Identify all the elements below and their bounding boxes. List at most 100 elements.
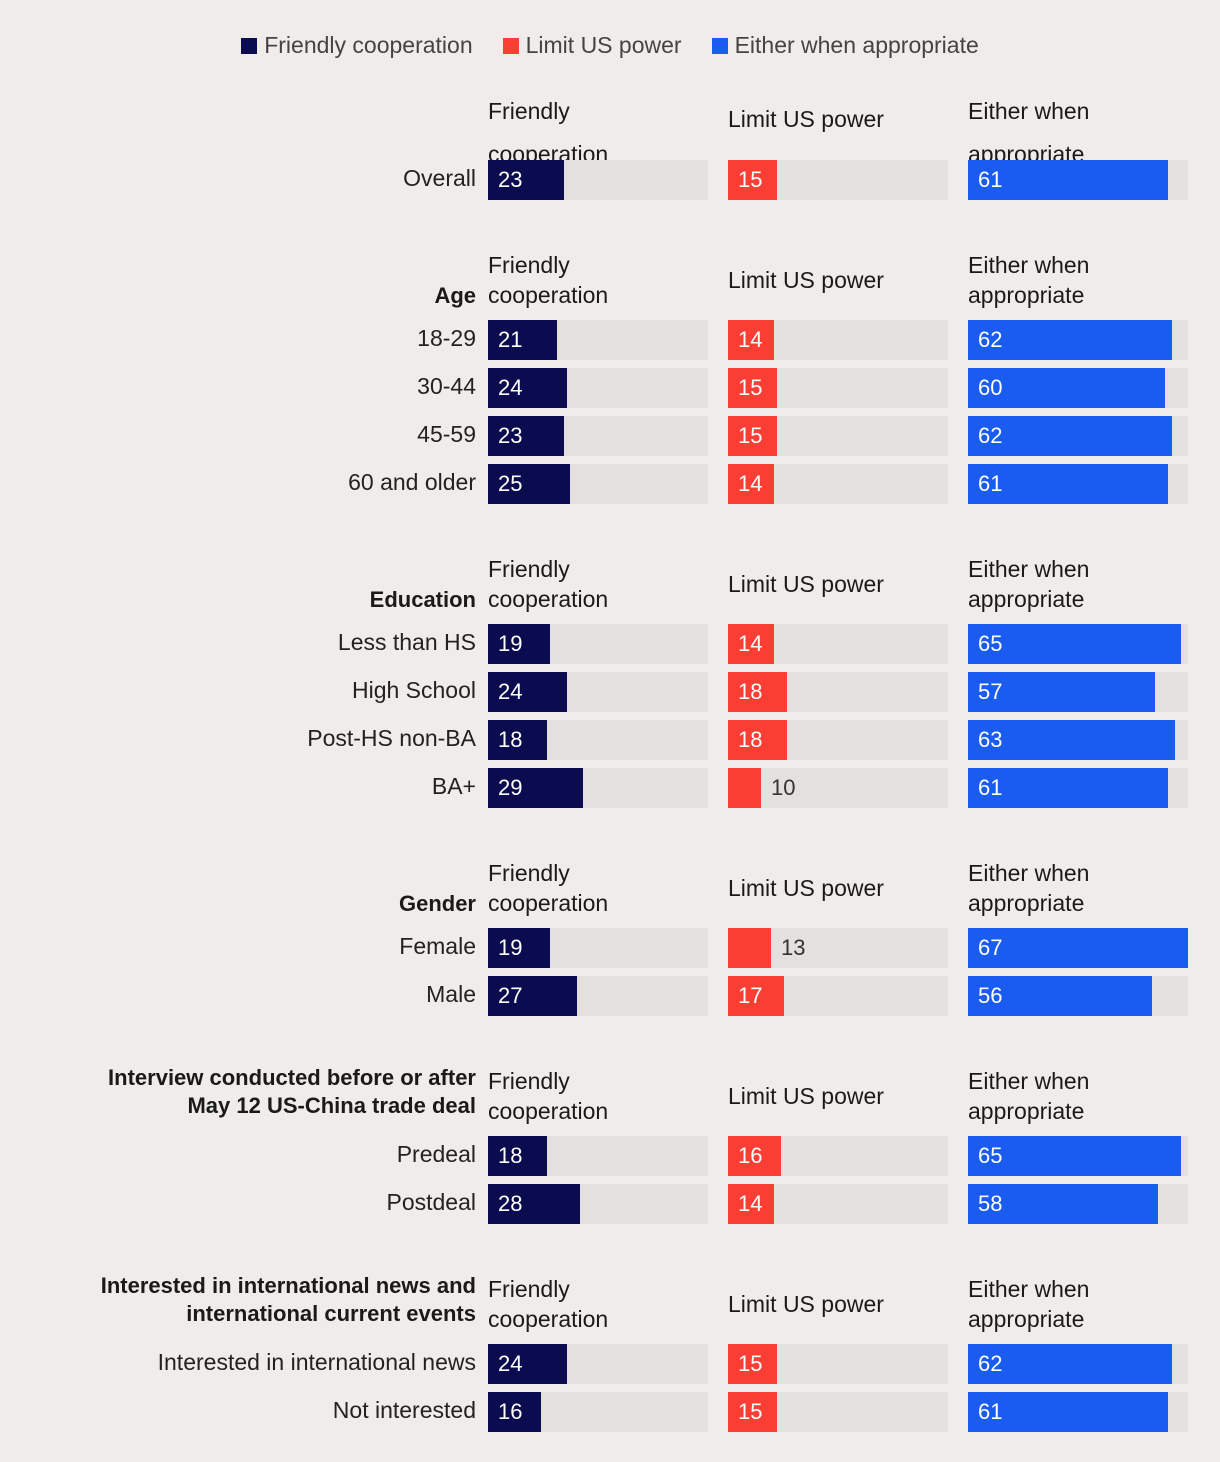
- section-title-line: Interview conducted before or after: [108, 1065, 476, 1090]
- bar-track: 24: [488, 1344, 708, 1384]
- bar-track: 24: [488, 368, 708, 408]
- bar: [968, 720, 1175, 760]
- data-label: 62: [978, 1351, 1003, 1376]
- column-header: Friendly cooperation: [488, 858, 718, 918]
- legend-item: Limit US power: [502, 32, 682, 59]
- bar: [968, 928, 1188, 968]
- data-label: 14: [738, 1191, 763, 1216]
- column-header-line: appropriate: [968, 586, 1085, 612]
- bar-track: 13: [728, 928, 948, 968]
- bar: [728, 624, 774, 664]
- data-label: 27: [498, 983, 523, 1008]
- row-label: Less than HS: [337, 629, 476, 655]
- legend-label: Limit US power: [525, 32, 682, 58]
- legend-label: Either when appropriate: [734, 32, 979, 58]
- data-label: 57: [978, 679, 1003, 704]
- bar-track: 23: [488, 416, 708, 456]
- data-label: 25: [498, 471, 523, 496]
- column-header: Limit US power: [728, 1289, 958, 1319]
- bar: [728, 768, 761, 808]
- bar-track: 18: [728, 672, 948, 712]
- bar-track: 57: [968, 672, 1188, 712]
- bar: [728, 1392, 777, 1432]
- row-label: Overall: [403, 165, 476, 191]
- data-label: 18: [498, 727, 523, 752]
- data-label: 14: [738, 631, 763, 656]
- bar: [488, 768, 583, 808]
- data-label: 13: [781, 935, 806, 960]
- data-label: 16: [738, 1143, 763, 1168]
- section-title: Interested in international news and inte…: [101, 1272, 476, 1328]
- column-header: Friendly cooperation: [488, 554, 718, 614]
- column-header-line: Friendly: [488, 252, 570, 278]
- bar-track: 14: [728, 624, 948, 664]
- row-label: BA+: [431, 773, 476, 799]
- data-label: 28: [498, 1191, 523, 1216]
- bar: [488, 1136, 547, 1176]
- bar: [968, 1392, 1168, 1432]
- data-label: 18: [738, 727, 763, 752]
- data-label: 16: [498, 1399, 523, 1424]
- row-label: High School: [351, 677, 476, 703]
- bar-track: 61: [968, 464, 1188, 504]
- bar: [968, 1136, 1181, 1176]
- bar-track: 62: [968, 320, 1188, 360]
- data-label: 23: [498, 167, 523, 192]
- column-header-line: Limit US power: [728, 1083, 884, 1109]
- bar-track: 15: [728, 160, 948, 200]
- legend-item: Either when appropriate: [711, 32, 979, 59]
- data-label: 56: [978, 983, 1003, 1008]
- bar-track: 61: [968, 1392, 1188, 1432]
- column-header: Limit US power: [728, 569, 958, 599]
- column-header-line: cooperation: [488, 890, 609, 916]
- column-header: Friendly cooperation: [488, 1066, 718, 1126]
- row-label: Female: [399, 933, 476, 959]
- bar: [968, 1184, 1158, 1224]
- bar-track: 15: [728, 1344, 948, 1384]
- column-header-line: appropriate: [968, 1306, 1085, 1332]
- column-header-line: Either when: [968, 252, 1090, 278]
- row-label: 60 and older: [348, 469, 476, 495]
- bar: [488, 624, 550, 664]
- section-title: Gender: [399, 890, 476, 918]
- column-header-line: Friendly: [488, 98, 570, 124]
- column-header: Either when appropriate: [968, 554, 1198, 614]
- bar: [968, 976, 1152, 1016]
- bar: [488, 160, 564, 200]
- bar: [488, 320, 557, 360]
- data-label: 15: [738, 423, 763, 448]
- bar-track: 56: [968, 976, 1188, 1016]
- bar: [728, 368, 777, 408]
- bar-track: 15: [728, 416, 948, 456]
- row-label: Not interested: [332, 1397, 476, 1423]
- column-header-line: Limit US power: [728, 1291, 884, 1317]
- data-label: 65: [978, 631, 1003, 656]
- data-label: 19: [498, 631, 523, 656]
- bar-track: 14: [728, 1184, 948, 1224]
- data-label: 10: [771, 775, 796, 800]
- bar: [728, 1344, 777, 1384]
- bar-track: 16: [728, 1136, 948, 1176]
- column-header-line: appropriate: [968, 1098, 1085, 1124]
- column-header: Either when appropriate: [968, 1066, 1198, 1126]
- column-header-line: Limit US power: [728, 875, 884, 901]
- legend-item: Friendly cooperation: [241, 32, 473, 59]
- bar-track: 15: [728, 368, 948, 408]
- column-header: Friendly cooperation: [488, 1274, 718, 1334]
- bar: [968, 1344, 1172, 1384]
- bar: [968, 672, 1155, 712]
- bar: [968, 624, 1181, 664]
- bar: [728, 1184, 774, 1224]
- data-label: 58: [978, 1191, 1003, 1216]
- bar-track: 14: [728, 464, 948, 504]
- column-header-line: Friendly: [488, 860, 570, 886]
- bar: [488, 416, 564, 456]
- column-header-line: appropriate: [968, 282, 1085, 308]
- column-header-line: cooperation: [488, 1098, 609, 1124]
- data-label: 24: [498, 1351, 523, 1376]
- bar: [488, 1184, 580, 1224]
- bar: [488, 976, 577, 1016]
- bar-track: 58: [968, 1184, 1188, 1224]
- data-label: 61: [978, 775, 1003, 800]
